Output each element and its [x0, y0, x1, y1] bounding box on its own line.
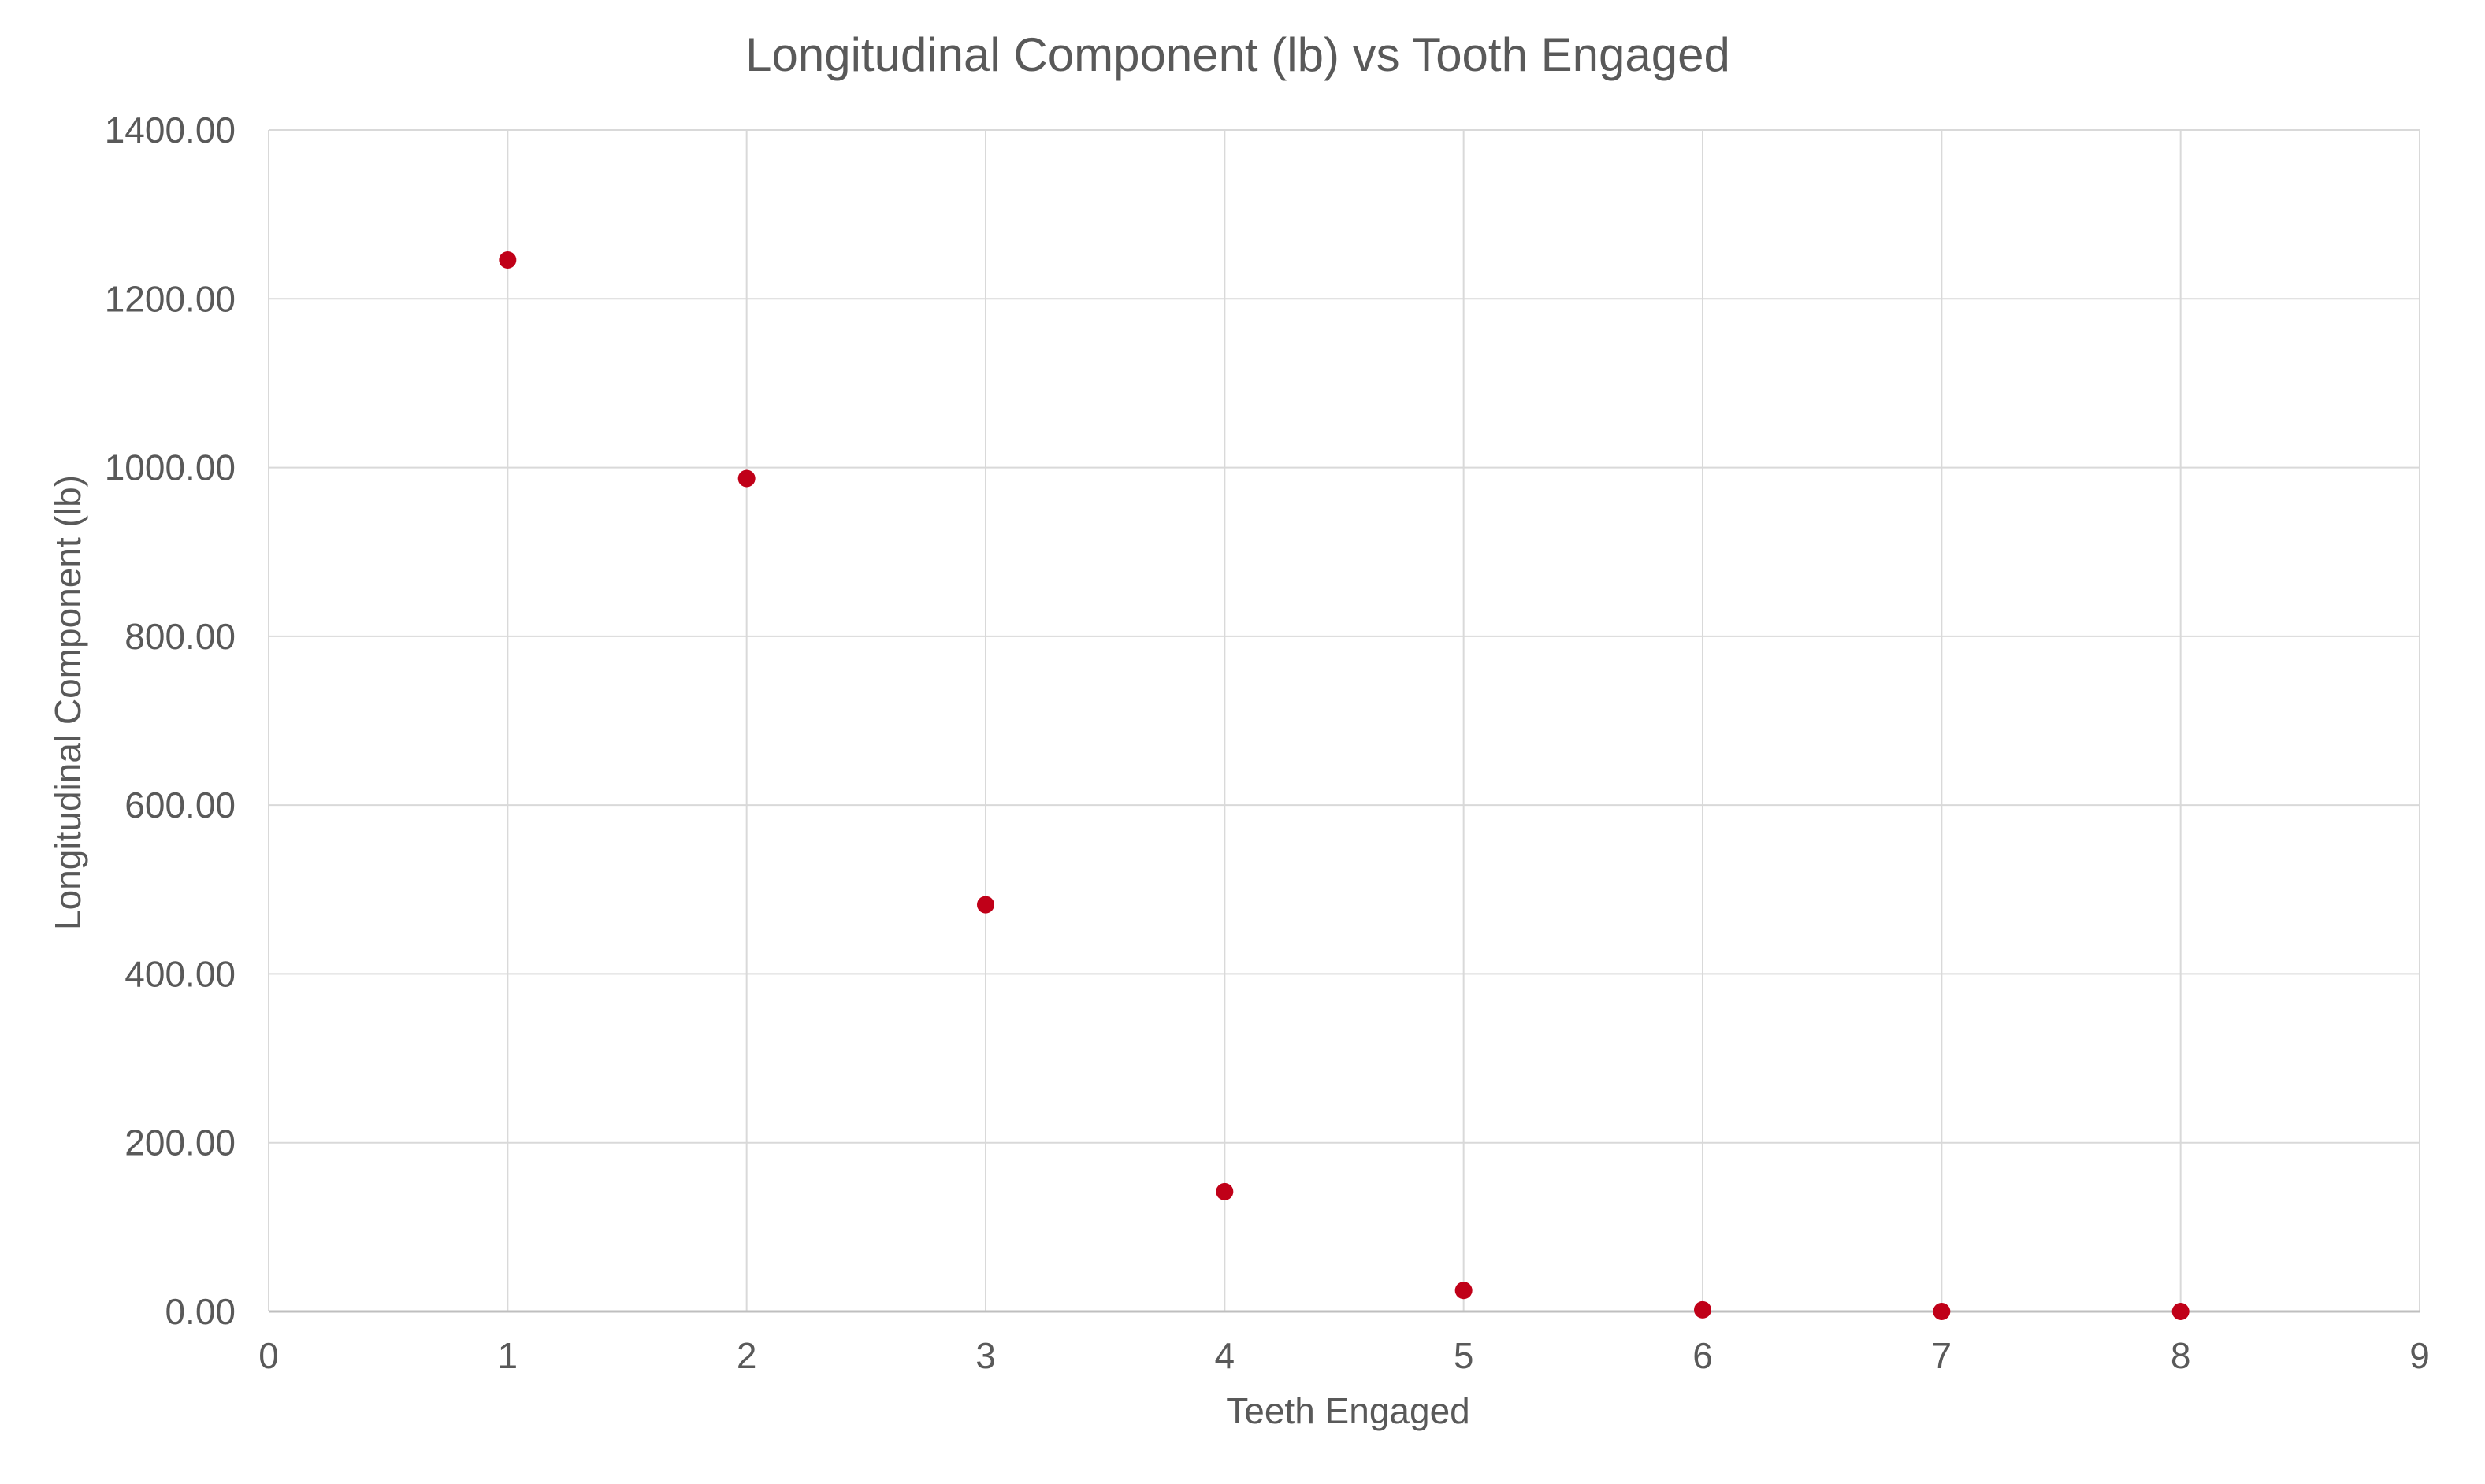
y-tick-label: 800.00	[124, 616, 236, 657]
data-point	[977, 896, 994, 914]
y-tick-label: 200.00	[124, 1122, 236, 1163]
x-tick-label: 7	[1932, 1335, 1952, 1376]
y-tick-label: 400.00	[124, 953, 236, 994]
data-point	[1694, 1300, 1711, 1319]
data-point	[1454, 1282, 1473, 1300]
x-tick-label: 2	[737, 1335, 757, 1376]
x-tick-label: 3	[975, 1335, 996, 1376]
data-point	[2171, 1303, 2190, 1320]
x-tick-label: 1	[498, 1335, 518, 1376]
y-tick-label: 1200.00	[105, 278, 236, 319]
data-point	[737, 469, 756, 488]
y-tick-label: 600.00	[124, 785, 236, 825]
chart-title: Longitudinal Component (lb) vs Tooth Eng…	[745, 28, 1730, 81]
data-point	[499, 251, 517, 269]
data-point	[1933, 1303, 1951, 1320]
tick-labels: 0.00 200.00 400.00 600.00 800.00 1000.00 1200.…	[105, 109, 2430, 1376]
x-tick-label: 9	[2409, 1335, 2430, 1376]
x-tick-label: 5	[1454, 1335, 1474, 1376]
y-tick-label: 1000.00	[105, 447, 236, 488]
x-tick-label: 6	[1692, 1335, 1713, 1376]
data-points	[499, 251, 2190, 1320]
y-tick-label: 0.00	[165, 1291, 236, 1332]
x-axis-title: Teeth Engaged	[1226, 1390, 1470, 1431]
x-tick-label: 0	[258, 1335, 279, 1376]
y-axis-title: Longitudinal Component (lb)	[47, 475, 88, 930]
x-tick-label: 8	[2171, 1335, 2191, 1376]
x-tick-label: 4	[1215, 1335, 1235, 1376]
y-tick-label: 1400.00	[105, 109, 236, 150]
data-point	[1216, 1182, 1234, 1200]
gridlines	[268, 129, 2420, 1311]
